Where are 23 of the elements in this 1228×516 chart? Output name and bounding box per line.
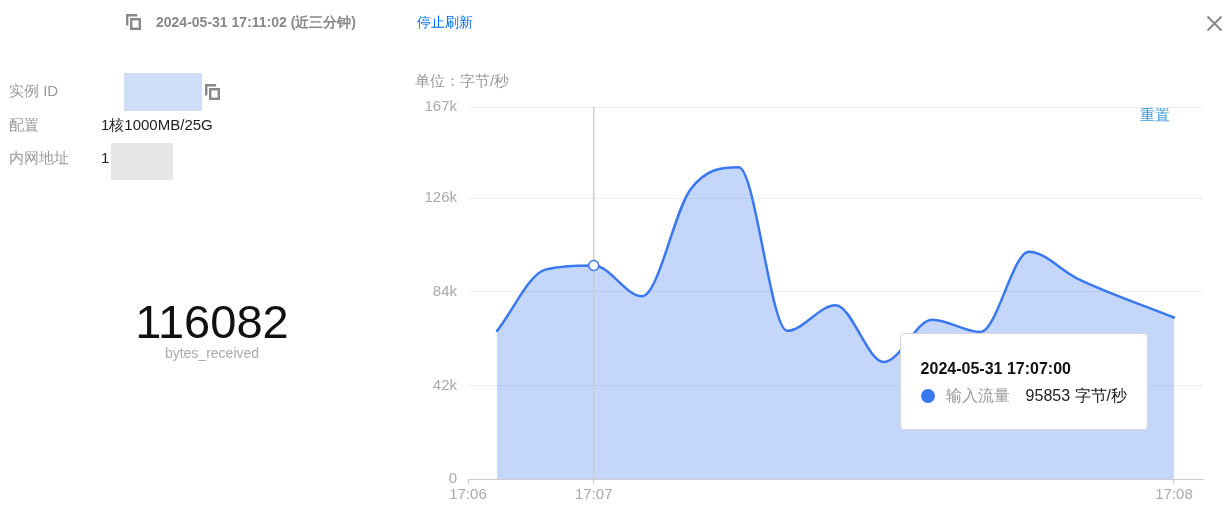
tooltip-box: 2024-05-31 17:07:00 输入流量 95853 字节/秒 bbox=[899, 333, 1148, 430]
x-tick-label: 17:08 bbox=[1155, 485, 1193, 503]
text: 内网地址 bbox=[9, 149, 69, 166]
text: 1核1000MB/25G bbox=[101, 116, 213, 133]
y-tick-label: 42k bbox=[432, 375, 458, 393]
y-tick-label: 84k bbox=[432, 282, 458, 300]
annotation: 95853 字节/秒 bbox=[1025, 386, 1127, 406]
text: 2024-05-31 17:11:02 (近三分钟) bbox=[156, 13, 356, 31]
x-tick-label: 17:06 bbox=[449, 485, 487, 503]
y-tick-label: 167k bbox=[424, 97, 458, 115]
text: bytes_received bbox=[164, 345, 260, 361]
text: 1 bbox=[101, 149, 110, 166]
text: 停止刷新 bbox=[417, 14, 473, 30]
annotation: 2024-05-31 17:07:00 bbox=[920, 360, 1071, 377]
text: 配置 bbox=[9, 116, 39, 133]
annotation: 重置 bbox=[1140, 106, 1170, 124]
text: 实例 ID bbox=[9, 82, 59, 99]
text: 116082 bbox=[135, 295, 289, 348]
y-tick-label: 0 bbox=[448, 469, 457, 487]
x-tick-label: 17:07 bbox=[574, 485, 613, 503]
legend-label: 输入流量 bbox=[945, 386, 1010, 406]
y-tick-label: 126k bbox=[424, 188, 458, 206]
y-axis-title: 单位：字节/秒 bbox=[415, 72, 510, 90]
